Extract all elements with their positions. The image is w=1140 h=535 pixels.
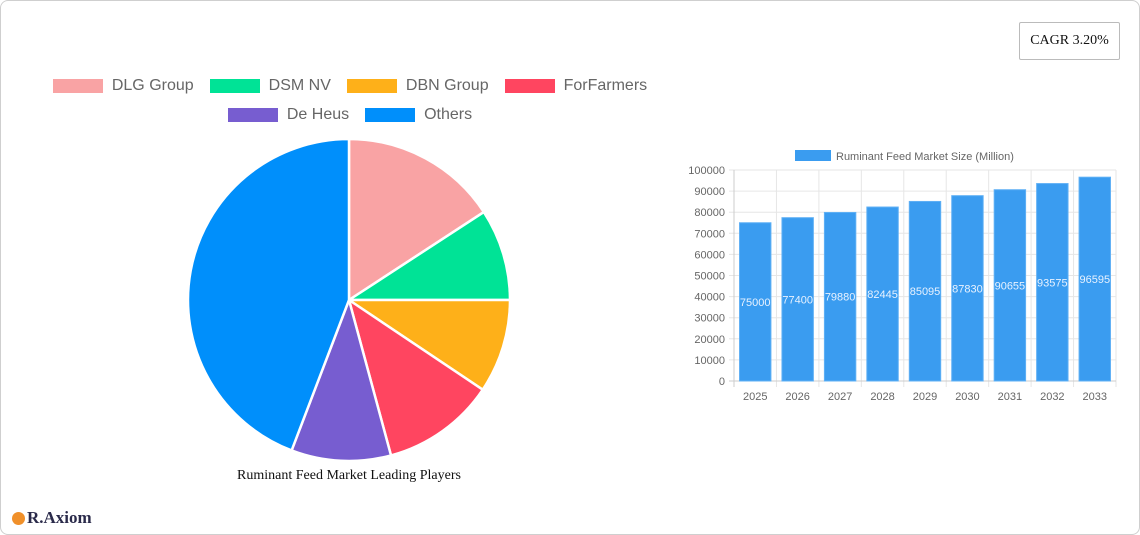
bar-legend-label: Ruminant Feed Market Size (Million)	[836, 151, 1014, 163]
pie-chart	[186, 137, 512, 463]
legend-item[interactable]: Others	[365, 106, 472, 124]
legend-item[interactable]: DBN Group	[346, 77, 489, 95]
legend-item[interactable]: ForFarmers	[504, 77, 648, 95]
y-tick-label: 50000	[694, 271, 725, 283]
bar-2026[interactable]	[781, 217, 814, 382]
x-tick-label: 2025	[743, 391, 767, 403]
x-tick-label: 2033	[1083, 391, 1107, 403]
pie-slice-others[interactable]	[186, 137, 351, 453]
x-tick-label: 2030	[955, 391, 979, 403]
bar-legend-swatch	[795, 150, 831, 161]
bar-data-label: 82445	[867, 289, 898, 301]
logo-icon	[12, 511, 25, 525]
legend-label: DSM NV	[268, 77, 331, 94]
pie-legend-row-1: DLG Group DSM NV DBN Group ForFarmers	[1, 77, 699, 95]
x-tick-label: 2029	[913, 391, 937, 403]
pie-slice-dbn-group[interactable]	[344, 298, 512, 392]
bar-data-label: 96595	[1079, 274, 1110, 286]
legend-item[interactable]: De Heus	[227, 106, 350, 124]
pie-legend-row-2: De Heus Others	[1, 106, 699, 124]
y-tick-label: 10000	[694, 355, 725, 367]
bar-2032[interactable]	[1036, 183, 1069, 382]
x-tick-label: 2032	[1040, 391, 1064, 403]
bar-2025[interactable]	[739, 222, 772, 382]
bar-data-label: 90655	[995, 280, 1026, 292]
legend-swatch	[52, 79, 103, 93]
y-tick-label: 90000	[694, 186, 725, 198]
bar-data-label: 85095	[910, 286, 941, 298]
x-tick-label: 2026	[785, 391, 809, 403]
y-tick-label: 30000	[694, 313, 725, 325]
legend-swatch	[365, 108, 416, 122]
legend-swatch	[209, 79, 260, 93]
legend-label: Others	[424, 106, 473, 123]
bar-data-label: 79880	[825, 292, 856, 304]
legend-label: DBN Group	[405, 77, 489, 94]
bar-data-label: 75000	[740, 297, 771, 309]
bar-2033[interactable]	[1078, 176, 1111, 382]
pie-slice-forfarmers[interactable]	[346, 297, 485, 457]
pie-slice-dsm-nv[interactable]	[344, 210, 512, 302]
bar-data-label: 77400	[782, 294, 813, 306]
legend-swatch	[504, 79, 555, 93]
legend-label: ForFarmers	[563, 77, 648, 94]
bar-2030[interactable]	[951, 195, 984, 382]
bar-2029[interactable]	[908, 200, 942, 382]
legend-label: DLG Group	[111, 77, 194, 94]
legend-swatch	[346, 79, 397, 93]
legend-item[interactable]: DSM NV	[209, 77, 331, 95]
y-tick-label: 40000	[694, 292, 725, 304]
pie-chart-title: Ruminant Feed Market Leading Players	[237, 468, 461, 483]
y-tick-label: 20000	[694, 334, 725, 346]
cagr-badge: CAGR 3.20%	[1019, 22, 1120, 60]
y-tick-label: 70000	[694, 228, 725, 240]
y-tick-label: 60000	[694, 249, 725, 261]
brand-logo: R.Axiom	[12, 508, 92, 528]
bar-data-label: 87830	[952, 283, 983, 295]
legend-item[interactable]: DLG Group	[52, 77, 194, 95]
x-tick-label: 2031	[998, 391, 1022, 403]
bar-chart: Ruminant Feed Market Size (Million) 0 1000…	[688, 150, 1117, 403]
brand-name: R.Axiom	[27, 508, 92, 527]
pie-slice-dlg-group[interactable]	[347, 137, 486, 303]
y-tick-label: 0	[719, 376, 725, 388]
y-tick-label: 100000	[688, 165, 725, 177]
y-tick-label: 80000	[694, 207, 725, 219]
x-tick-label: 2028	[870, 391, 894, 403]
bar-2028[interactable]	[866, 206, 899, 382]
legend-label: De Heus	[286, 106, 350, 123]
bar-2027[interactable]	[823, 211, 857, 382]
bar-2031[interactable]	[993, 189, 1027, 382]
bar-data-label: 93575	[1037, 277, 1068, 289]
pie-slice-de-heus[interactable]	[290, 295, 393, 463]
legend-swatch	[227, 108, 278, 122]
x-tick-label: 2027	[828, 391, 852, 403]
